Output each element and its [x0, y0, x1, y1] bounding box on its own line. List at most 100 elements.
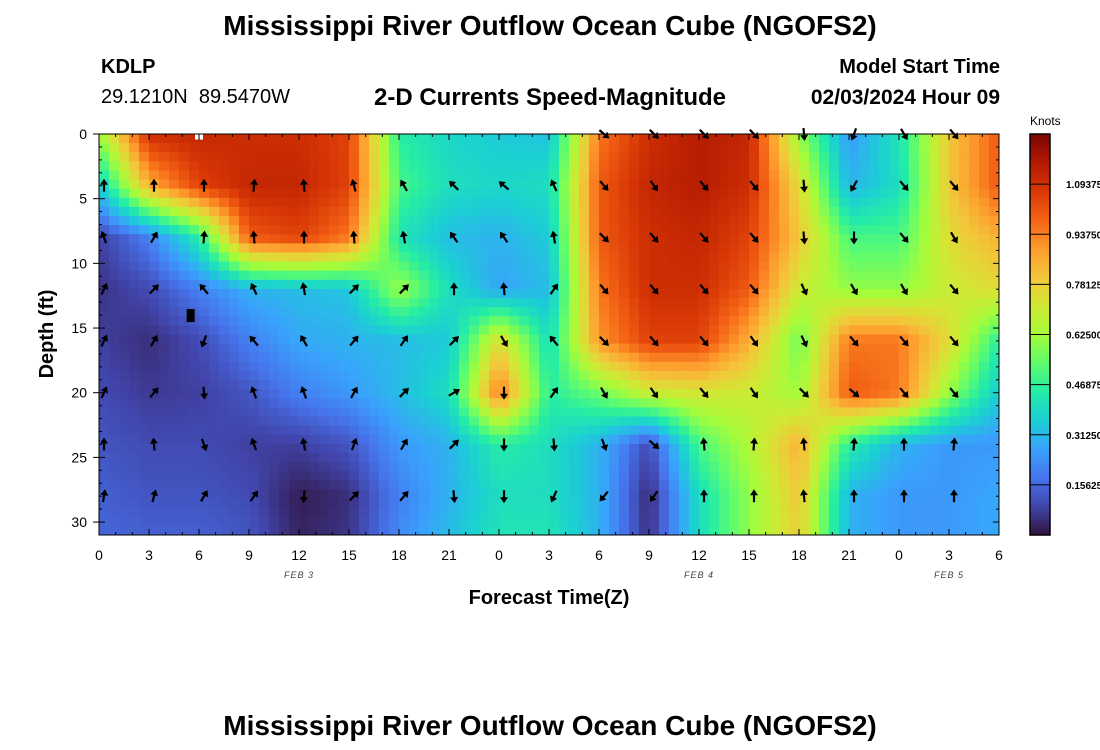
heatmap-cell — [459, 343, 470, 354]
current-arrow-head — [299, 437, 308, 445]
heatmap-cell — [109, 334, 120, 345]
current-arrow — [949, 387, 959, 399]
heatmap-cell — [619, 407, 630, 418]
heatmap-cell — [199, 161, 210, 172]
heatmap-cell — [339, 407, 350, 418]
heatmap-cell — [679, 443, 690, 454]
heatmap-cell — [189, 206, 200, 217]
heatmap-cell — [949, 480, 960, 491]
heatmap-cell — [489, 389, 500, 399]
heatmap-cell — [909, 197, 920, 208]
heatmap-cell — [659, 489, 670, 500]
heatmap-cell — [919, 352, 930, 363]
heatmap-cell — [969, 370, 980, 381]
heatmap-cell — [889, 179, 900, 190]
heatmap-cell — [739, 206, 750, 217]
current-arrow — [749, 387, 759, 399]
heatmap-cell — [299, 216, 310, 226]
heatmap-cell — [969, 234, 980, 244]
heatmap-cell — [649, 261, 660, 272]
heatmap-cell — [279, 370, 290, 381]
heatmap-cell — [159, 188, 170, 199]
heatmap-cell — [209, 498, 220, 509]
heatmap-cell — [739, 343, 750, 354]
current-arrow — [150, 489, 159, 503]
heatmap-cell — [299, 516, 310, 527]
heatmap-cell — [99, 252, 110, 263]
heatmap-cell — [379, 407, 390, 418]
current-arrow — [99, 230, 108, 244]
heatmap-cell — [929, 407, 940, 418]
heatmap-cell — [669, 325, 680, 336]
heatmap-cell — [139, 188, 150, 199]
heatmap-cell — [959, 161, 970, 172]
heatmap-cell — [879, 307, 890, 317]
heatmap-cell — [939, 179, 950, 190]
heatmap-cell — [719, 380, 730, 390]
heatmap-cell — [819, 134, 830, 144]
heatmap-cell — [199, 452, 210, 463]
heatmap-cell — [919, 462, 930, 472]
heatmap-cell — [129, 452, 140, 463]
heatmap-cell — [439, 170, 450, 181]
heatmap-cell — [279, 498, 290, 509]
heatmap-cell — [229, 425, 240, 436]
heatmap-cell — [439, 425, 450, 436]
heatmap-cell — [659, 361, 670, 372]
heatmap-cell — [579, 443, 590, 454]
heatmap-cell — [229, 480, 240, 491]
heatmap-cell — [369, 434, 380, 445]
heatmap-cell — [669, 152, 680, 162]
heatmap-cell — [769, 407, 780, 418]
heatmap-cell — [909, 507, 920, 518]
heatmap-cell — [739, 507, 750, 518]
heatmap-cell — [659, 161, 670, 172]
heatmap-cell — [569, 261, 580, 272]
heatmap-cell — [219, 216, 230, 226]
heatmap-cell — [359, 261, 370, 272]
heatmap-cell — [249, 361, 260, 372]
heatmap-cell — [359, 316, 370, 326]
heatmap-cell — [419, 361, 430, 372]
heatmap-cell — [289, 252, 300, 263]
heatmap-cell — [259, 361, 270, 372]
heatmap-cell — [969, 489, 980, 500]
heatmap-cell — [839, 489, 850, 500]
heatmap-cell — [549, 243, 560, 254]
heatmap-cell — [329, 489, 340, 500]
current-arrow-head — [951, 339, 959, 347]
heatmap-cell — [389, 471, 400, 481]
heatmap-cell — [429, 334, 440, 345]
heatmap-cell — [439, 398, 450, 409]
heatmap-cell — [539, 170, 550, 181]
heatmap-cell — [979, 252, 990, 263]
heatmap-cell — [359, 443, 370, 454]
current-arrow — [100, 334, 109, 347]
heatmap-cell — [569, 225, 580, 235]
heatmap-cell — [709, 343, 720, 354]
heatmap-cell — [569, 416, 580, 427]
heatmap-cell — [959, 179, 970, 190]
heatmap-cell — [199, 143, 210, 153]
heatmap-cell — [259, 243, 270, 254]
heatmap-cell — [589, 462, 600, 472]
heatmap-cell — [609, 334, 620, 345]
heatmap-cell — [469, 525, 480, 535]
heatmap-cell — [259, 516, 270, 527]
heatmap-cell — [189, 525, 200, 535]
heatmap-cell — [349, 307, 360, 317]
heatmap-cell — [859, 389, 870, 399]
heatmap-cell — [519, 398, 530, 409]
heatmap-cell — [309, 343, 320, 354]
heatmap-cell — [249, 197, 260, 208]
heatmap-cell — [439, 152, 450, 162]
heatmap-cell — [389, 370, 400, 381]
heatmap-cell — [629, 316, 640, 326]
date-label: FEB 3 — [284, 570, 314, 580]
heatmap-cell — [369, 161, 380, 172]
heatmap-cell — [969, 152, 980, 162]
current-arrow — [900, 489, 908, 503]
current-arrow — [100, 489, 109, 503]
heatmap-cell — [879, 206, 890, 217]
heatmap-cell — [529, 489, 540, 500]
